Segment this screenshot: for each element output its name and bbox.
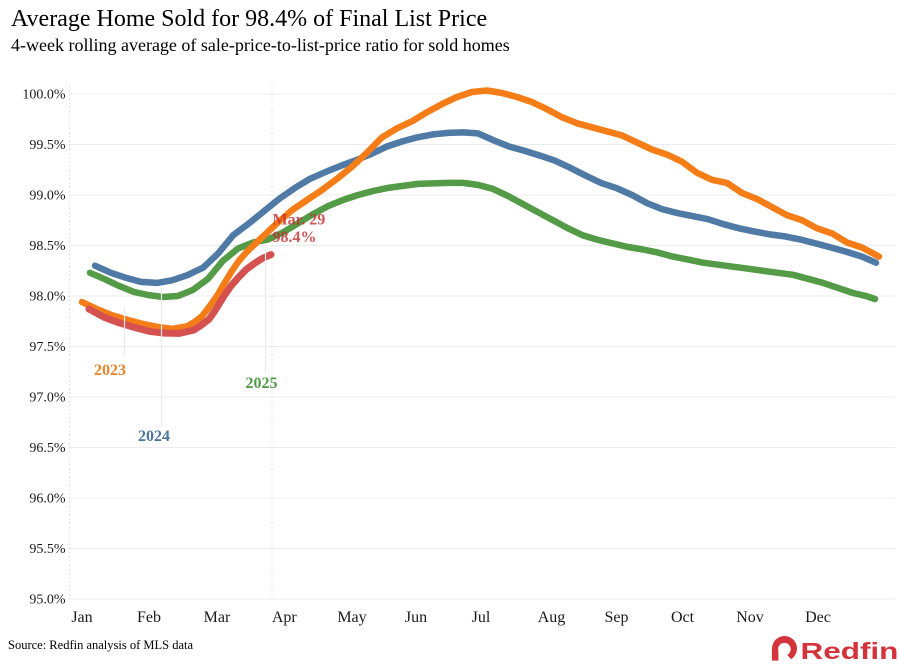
svg-text:Apr: Apr (272, 609, 298, 626)
svg-text:96.5%: 96.5% (29, 441, 66, 456)
svg-text:95.5%: 95.5% (29, 542, 66, 557)
svg-text:2023: 2023 (94, 362, 126, 379)
svg-text:2024: 2024 (138, 428, 170, 445)
svg-text:Aug: Aug (538, 609, 566, 626)
svg-text:98.4%: 98.4% (273, 229, 317, 246)
svg-text:Dec: Dec (805, 609, 831, 626)
svg-text:96.0%: 96.0% (29, 492, 66, 507)
svg-text:98.0%: 98.0% (29, 290, 66, 305)
svg-text:2025: 2025 (246, 375, 278, 392)
svg-text:Jun: Jun (405, 609, 427, 626)
svg-text:99.5%: 99.5% (29, 138, 66, 153)
svg-text:Oct: Oct (671, 609, 695, 626)
svg-text:97.0%: 97.0% (29, 391, 66, 406)
svg-text:99.0%: 99.0% (29, 189, 66, 204)
svg-text:100.0%: 100.0% (22, 88, 66, 103)
svg-text:98.5%: 98.5% (29, 239, 66, 254)
svg-text:May: May (337, 609, 366, 626)
svg-text:Nov: Nov (736, 609, 764, 626)
svg-text:Mar. 29: Mar. 29 (273, 212, 326, 229)
svg-text:Jan: Jan (71, 609, 92, 626)
svg-text:Mar: Mar (204, 609, 231, 626)
svg-text:Sep: Sep (605, 609, 629, 626)
svg-text:95.0%: 95.0% (29, 593, 66, 608)
svg-text:97.5%: 97.5% (29, 340, 66, 355)
svg-text:Feb: Feb (137, 609, 161, 626)
svg-text:Jul: Jul (472, 609, 491, 626)
svg-text:Redfin: Redfin (801, 638, 899, 664)
